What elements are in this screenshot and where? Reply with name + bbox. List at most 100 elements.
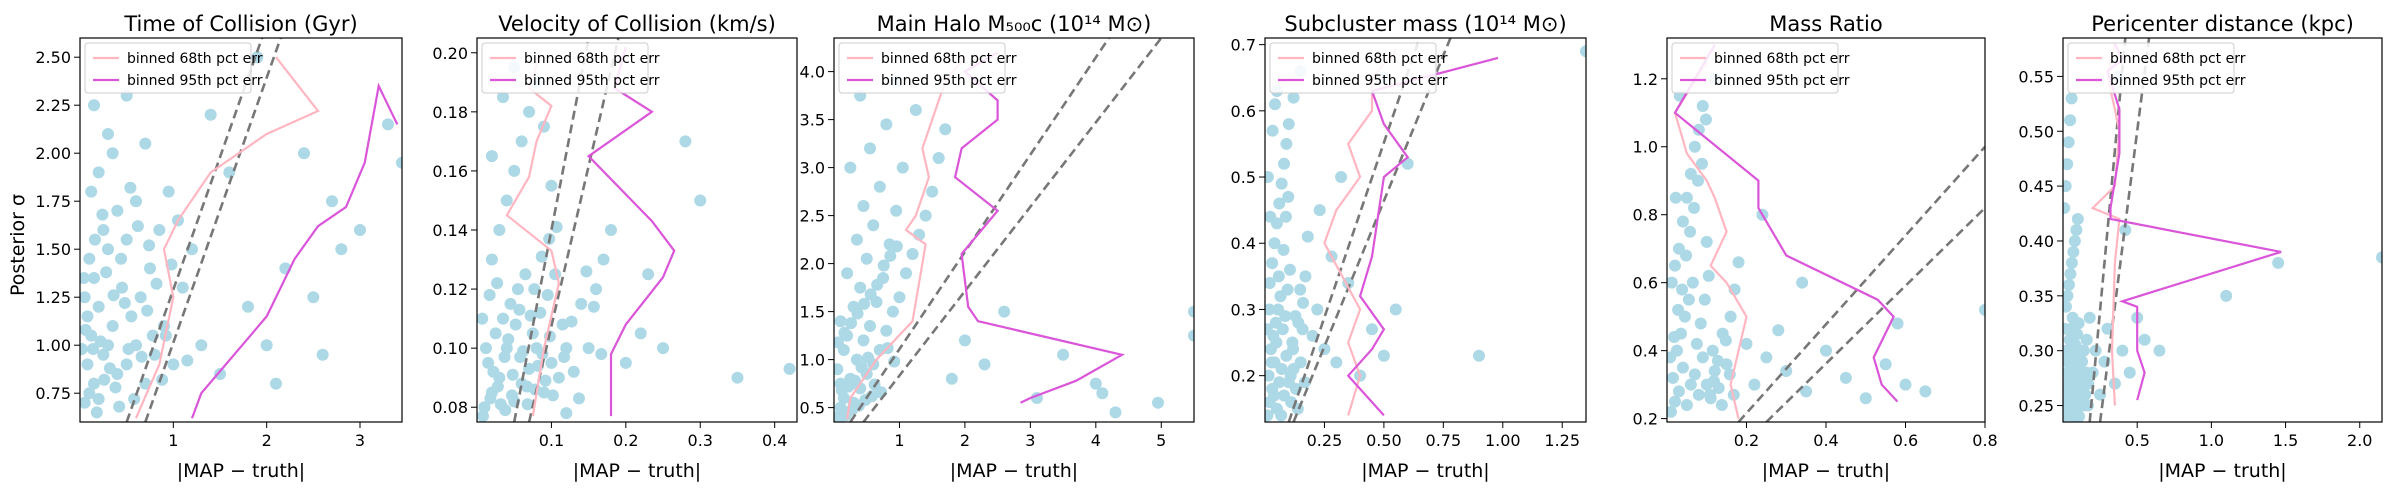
plot-area — [834, 38, 1194, 422]
y-tick-label: 2.50 — [35, 48, 71, 67]
scatter-point — [1284, 369, 1297, 382]
scatter-point — [316, 348, 329, 361]
scatter-point — [498, 351, 511, 364]
scatter-point — [144, 262, 156, 275]
scatter-point — [2071, 366, 2084, 379]
scatter-point — [1732, 256, 1745, 269]
scatter-point — [1676, 283, 1689, 296]
scatter-point — [582, 342, 595, 355]
scatter-point — [541, 288, 554, 301]
x-tick-label: 0.75 — [1426, 431, 1462, 450]
scatter-point — [545, 356, 558, 369]
x-tick-label: 1 — [168, 431, 178, 450]
legend-label: binned 68th pct err — [524, 51, 660, 67]
dashed-reference-line — [2098, 38, 2151, 422]
scatter-point — [103, 362, 116, 375]
scatter-point — [520, 380, 533, 393]
legend-box — [1269, 42, 1437, 94]
scatter-point — [1703, 388, 1716, 401]
scatter-point — [2119, 224, 2132, 236]
scatter-point — [307, 291, 320, 304]
scatter-point — [80, 343, 88, 356]
scatter-point — [1879, 358, 1892, 371]
scatter-point — [124, 181, 137, 194]
x-tick-label: 2.0 — [2347, 431, 2372, 450]
scatter-point — [489, 327, 502, 340]
axes-frame — [1264, 37, 1587, 423]
scatter-point — [998, 305, 1011, 318]
scatter-point — [176, 281, 189, 294]
scatter-point — [657, 342, 670, 355]
legend-label: binned 95th pct err — [524, 73, 660, 89]
y-tick-label: 0.12 — [432, 280, 468, 299]
legend: binned 68th pct err binned 95th pct err — [838, 42, 1017, 94]
chart-title: Mass Ratio — [1769, 12, 1882, 36]
scatter-point — [83, 387, 96, 400]
scatter-point — [2063, 366, 2074, 379]
scatter-point — [1800, 385, 1813, 398]
scatter-point — [1335, 171, 1348, 184]
scatter-point — [1273, 197, 1286, 210]
series-line — [190, 82, 399, 419]
scatter-point — [1265, 303, 1276, 316]
y-tick-label: 2.0 — [800, 255, 825, 274]
scatter-point — [2071, 213, 2084, 226]
scatter-point — [1301, 230, 1314, 243]
scatter-point — [1265, 409, 1274, 422]
scatter-point — [2376, 251, 2382, 264]
scatter-point — [1296, 323, 1309, 336]
scatter-point — [880, 118, 893, 131]
scatter-point — [2070, 377, 2083, 390]
scatter-point — [926, 185, 939, 198]
legend-label: binned 95th pct err — [1312, 73, 1448, 89]
x-tick-label: 0.2 — [1734, 431, 1759, 450]
y-tick-label: 1.50 — [35, 240, 71, 259]
legend-box — [1671, 42, 1839, 94]
legend-label: binned 95th pct err — [127, 73, 263, 89]
scatter-point — [1667, 405, 1677, 418]
y-tick-label: 2.00 — [35, 144, 71, 163]
scatter-point — [2272, 256, 2285, 269]
scatter-point — [893, 291, 906, 304]
x-tick-label: 4 — [1091, 431, 1101, 450]
scatter-point — [834, 315, 847, 328]
y-tick-label: 0.4 — [1231, 234, 1256, 253]
scatter-point — [877, 259, 890, 272]
y-tick-label: 0.10 — [432, 339, 468, 358]
scatter-point — [1273, 376, 1286, 389]
y-tick-label: 0.14 — [432, 221, 468, 240]
x-tick-label: 1.00 — [1485, 431, 1521, 450]
chart-title: Time of Collision (Gyr) — [123, 12, 357, 36]
scatter-point — [884, 249, 897, 262]
axes-frame — [2062, 37, 2383, 423]
scatter-point — [939, 123, 952, 136]
x-tick-label: 0.6 — [1893, 431, 1918, 450]
plot-area — [80, 38, 402, 422]
plot-area — [1667, 44, 1985, 422]
scatter-point — [335, 243, 348, 256]
y-tick-label: 0.50 — [2018, 122, 2054, 141]
scatter-point — [1669, 191, 1682, 204]
scatter-point — [1680, 249, 1693, 262]
scatter-point — [1859, 392, 1872, 405]
scatter-point — [1282, 190, 1295, 203]
scatter-point — [223, 166, 236, 179]
scatter-point — [260, 339, 273, 352]
scatter-point — [326, 195, 338, 208]
scatter-point — [515, 135, 528, 148]
scatter-point — [1839, 371, 1852, 384]
dashed-reference-line — [1287, 38, 1421, 422]
scatter-point — [214, 368, 226, 380]
scatter-point — [477, 312, 489, 325]
scatter-point — [1265, 369, 1275, 382]
dashed-reference-line — [2088, 38, 2127, 422]
legend-label: binned 95th pct err — [1714, 73, 1850, 89]
legend-box — [2067, 42, 2235, 94]
scatter-point — [526, 327, 539, 340]
scatter-point — [694, 194, 707, 207]
x-tick-label: 3 — [1025, 431, 1035, 450]
legend-label: binned 95th pct err — [2110, 73, 2246, 89]
scatter-point — [1686, 276, 1699, 289]
dashed-reference-line — [125, 38, 264, 422]
scatter-point — [528, 283, 541, 296]
